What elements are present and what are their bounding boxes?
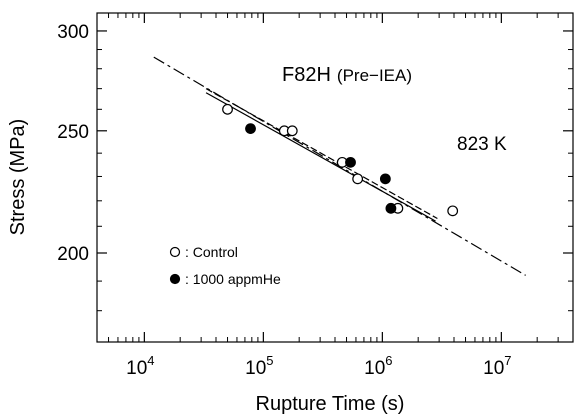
data-point-helium — [385, 202, 397, 214]
x-tick-exponent: 6 — [385, 353, 392, 368]
legend-marker-control — [169, 246, 181, 258]
x-tick-label: 106 — [364, 353, 392, 379]
x-tick-base: 10 — [483, 358, 504, 379]
x-tick-base: 10 — [245, 358, 266, 379]
data-point-helium — [245, 123, 256, 135]
legend-label-control: : Control — [185, 244, 238, 260]
x-tick-label: 107 — [483, 353, 511, 379]
x-tick-exponent: 7 — [504, 353, 511, 368]
legend: : Control : 1000 appmHe — [169, 244, 281, 287]
x-tick-base: 10 — [126, 358, 147, 379]
data-point-control — [286, 125, 298, 137]
annotation-heat: (Pre−IEA) — [337, 66, 412, 85]
data-point-control — [222, 103, 233, 115]
y-tick-label: 200 — [57, 244, 89, 265]
legend-label-helium: : 1000 appmHe — [185, 271, 281, 287]
x-tick-base: 10 — [364, 358, 385, 379]
data-point-helium — [379, 173, 391, 185]
data-point-helium — [345, 156, 356, 168]
x-tick-label: 105 — [245, 353, 273, 379]
legend-marker-helium — [169, 273, 181, 285]
x-tick-exponent: 4 — [147, 353, 154, 368]
y-tick-label: 250 — [57, 122, 89, 143]
plot-frame — [96, 12, 574, 343]
y-axis-label: Stress (MPa) — [7, 119, 29, 236]
annotation-f82h: F82H (Pre−IEA) — [282, 64, 412, 86]
annotation-temperature: 823 K — [457, 134, 507, 155]
data-point-control — [352, 173, 364, 185]
x-axis-label: Rupture Time (s) — [256, 393, 405, 415]
data-point-control — [447, 205, 459, 217]
x-tick-label: 104 — [126, 353, 154, 379]
fit-line-dashed — [205, 88, 438, 220]
annotation-alloy: F82H — [282, 64, 331, 86]
y-tick-label: 300 — [57, 22, 89, 43]
x-tick-exponent: 5 — [266, 353, 273, 368]
